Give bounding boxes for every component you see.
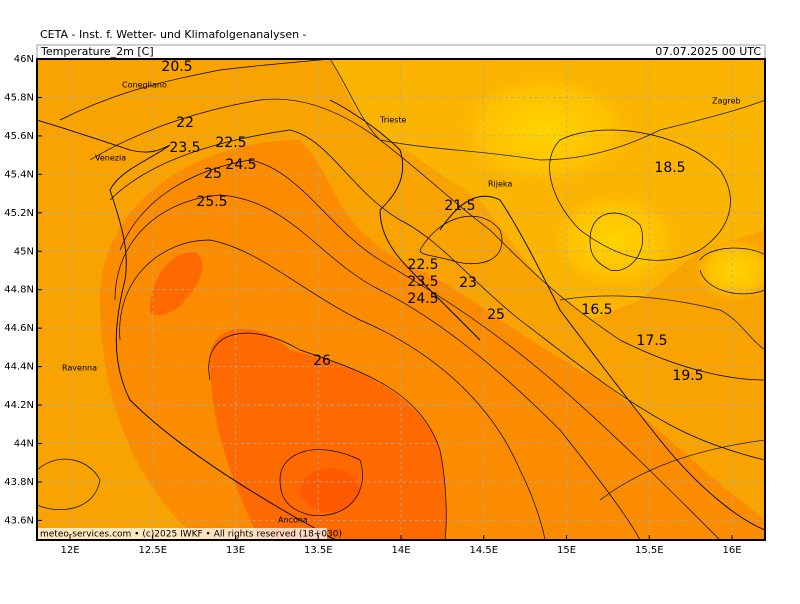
footer-box <box>37 528 327 540</box>
city-label: Ravenna <box>62 364 97 373</box>
contour-label: 23.5 <box>169 140 200 156</box>
warmest-area <box>150 251 203 316</box>
lon-tick-label: 16E <box>722 545 741 556</box>
lat-tick-label: 44N <box>14 439 34 450</box>
contour <box>109 129 765 461</box>
contour-label: 25 <box>204 166 222 182</box>
contour-label: 18.5 <box>654 160 685 176</box>
city-label: Conegliano <box>122 81 167 90</box>
lon-tick-label: 15E <box>557 545 576 556</box>
lat-tick-label: 45.2N <box>4 208 34 219</box>
footer: meteo-services.com • (c)2025 IWKF • All … <box>40 530 342 540</box>
cities: Conegliano Venezia Trieste Rijeka Zagreb Rave… <box>62 81 741 525</box>
contour-label: 22.5 <box>407 257 438 273</box>
lat-tick-label: 44.6N <box>4 323 34 334</box>
contour <box>699 247 765 295</box>
lat-tick-label: 45.8N <box>4 92 34 103</box>
lon-tick-label: 12E <box>60 545 79 556</box>
contour-label: 17.5 <box>636 333 667 349</box>
contour-label: 21.5 <box>444 198 475 214</box>
lon-tick-label: 13.5E <box>304 545 333 556</box>
lon-tick-label: 14.5E <box>469 545 498 556</box>
grid <box>37 59 765 540</box>
contour-label: 25 <box>487 307 505 323</box>
lat-tick-label: 43.6N <box>4 515 34 526</box>
lon-tick-label: 12.5E <box>138 545 167 556</box>
contour <box>119 159 721 540</box>
city-label: Zagreb <box>712 97 741 106</box>
coastline <box>37 119 341 540</box>
lon-tick-label: 15.5E <box>635 545 664 556</box>
lat-tick-label: 43.8N <box>4 477 34 488</box>
city-label: Trieste <box>379 116 406 125</box>
contour <box>279 449 363 516</box>
contour <box>589 212 643 271</box>
parameter-title: Temperature_2m [C] <box>40 45 154 58</box>
contour-label: 20.5 <box>161 59 192 75</box>
contour-label: 26 <box>313 353 331 369</box>
border <box>329 59 765 501</box>
warmest-core <box>300 468 360 512</box>
lat-tick-label: 45.4N <box>4 169 34 180</box>
institute-header: CETA - Inst. f. Wetter- und Klimafolgena… <box>40 28 307 41</box>
contour <box>208 332 447 540</box>
lat-tick-label: 44.4N <box>4 362 34 373</box>
lat-tick-label: 44.8N <box>4 285 34 296</box>
contour <box>37 458 101 511</box>
contour-label: 23 <box>459 275 477 291</box>
warmest-area <box>210 328 447 540</box>
valid-time: 07.07.2025 00 UTC <box>655 45 761 58</box>
contour-label: 22 <box>176 115 194 131</box>
lat-tick-label: 46N <box>14 54 34 65</box>
city-label: Venezia <box>95 154 126 163</box>
lat-tick-label: 44.2N <box>4 400 34 411</box>
coastline <box>329 99 765 531</box>
contour <box>59 59 331 121</box>
contour-label: 16.5 <box>581 302 612 318</box>
cool-area <box>690 235 765 305</box>
lat-tick-label: 45N <box>14 246 34 257</box>
lat-tick-label: 45.6N <box>4 131 34 142</box>
city-label: Ancona <box>278 516 308 525</box>
lon-tick-label: 14E <box>391 545 410 556</box>
contour <box>89 98 765 381</box>
contour-label: 25.5 <box>196 194 227 210</box>
contour-label: 22.5 <box>215 135 246 151</box>
contour <box>114 194 641 540</box>
lon-tick-label: 13E <box>226 545 245 556</box>
contour-label: 23.5 <box>407 274 438 290</box>
contour-label: 19.5 <box>672 368 703 384</box>
contour <box>549 129 731 261</box>
cool-area <box>435 60 655 200</box>
ticks: 46N 45.8N 45.6N 45.4N 45.2N 45N 44.8N 44.6N 44.4… <box>4 54 741 556</box>
contour <box>119 239 546 540</box>
city-label: Rijeka <box>488 180 512 189</box>
cool-area <box>535 180 695 300</box>
contour-label: 24.5 <box>407 291 438 307</box>
contour-label: 24.5 <box>225 157 256 173</box>
